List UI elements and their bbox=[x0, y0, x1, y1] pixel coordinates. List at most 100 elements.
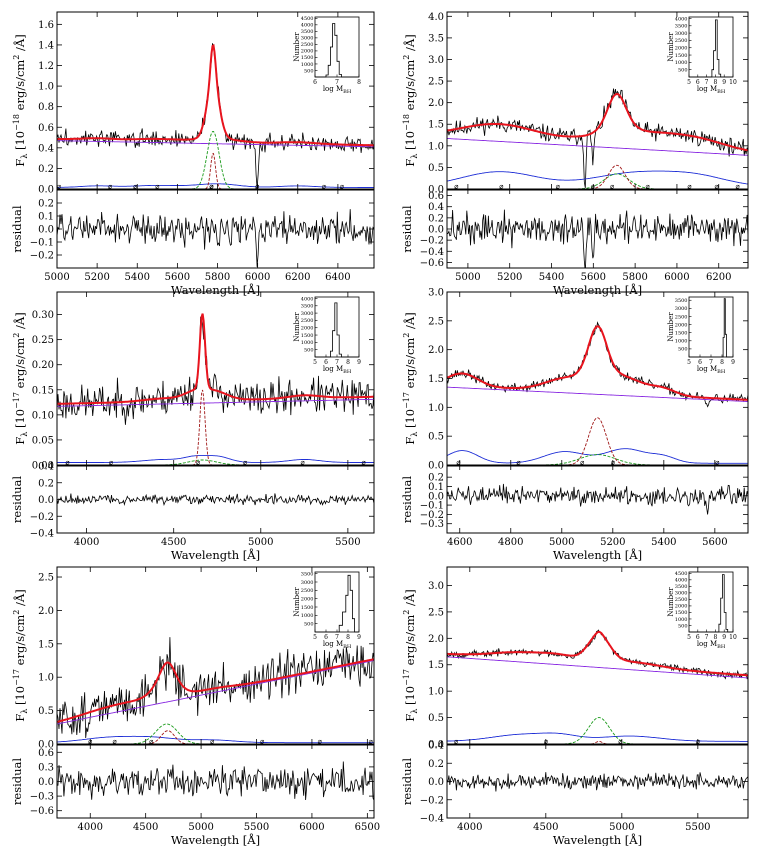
inset-x-label-main: log M bbox=[697, 365, 717, 373]
line-marker-4: ⌀ bbox=[260, 738, 264, 746]
inset-histogram-bars bbox=[315, 302, 359, 358]
line-marker-6: ⌀ bbox=[687, 183, 691, 191]
x-tick-label-2: 5400 bbox=[125, 272, 150, 283]
r-tick-label-0: −0.6 bbox=[30, 806, 54, 817]
inset-x-label-sub: BH bbox=[343, 644, 352, 650]
inset-y-label: Number bbox=[667, 312, 675, 342]
y-label-part-6: /Å] bbox=[403, 589, 417, 609]
inset-frame bbox=[688, 16, 734, 78]
y-tick-label-1: 0.5 bbox=[38, 706, 54, 717]
y-tick-label-4: 2.0 bbox=[428, 345, 444, 356]
line-marker-4: ⌀ bbox=[610, 183, 614, 191]
inset-x-tick-label-2: 7 bbox=[705, 634, 709, 641]
y-label-part-3: −17 bbox=[402, 669, 411, 686]
x-tick-label-0: 5000 bbox=[455, 272, 480, 283]
r-tick-label-2: −0.2 bbox=[420, 236, 444, 247]
x-tick-label-6: 6200 bbox=[285, 272, 310, 283]
y-label-part-4: erg/s/cm bbox=[403, 615, 417, 669]
y-label-part-1: λ bbox=[20, 709, 29, 714]
inset-y-tick-label-4: 2500 bbox=[301, 42, 314, 48]
x-tick-label-3: 5200 bbox=[600, 537, 625, 548]
inset-y-tick-label-4: 2500 bbox=[301, 318, 314, 324]
spectrum-panel-4: ⌀⌀⌀⌀⌀460048005000520054005600Wavelength … bbox=[400, 288, 749, 562]
y-label-part-1: λ bbox=[410, 432, 419, 437]
mbh-histogram-inset: 500 1000 1500 2000 2500 3000 3500 5 6 7 8 9 log MBH N… bbox=[667, 296, 735, 375]
inset-y-tick-label-2: 1500 bbox=[301, 605, 314, 611]
y-label-part-6: /Å] bbox=[403, 312, 417, 332]
x-tick-label-0: 4000 bbox=[78, 822, 103, 833]
x-tick-label-6: 6200 bbox=[706, 272, 731, 283]
y-tick-label-4: 0.8 bbox=[38, 102, 54, 113]
inset-histogram-bars bbox=[689, 574, 733, 633]
continuum-line bbox=[57, 140, 374, 148]
x-tick-label-5: 6000 bbox=[664, 272, 689, 283]
y-label-part-4: erg/s/cm bbox=[403, 338, 417, 392]
y-tick-label-5: 2.5 bbox=[428, 77, 444, 88]
inset-y-tick-label-2: 1500 bbox=[301, 55, 314, 61]
inset-y-tick-label-3: 2000 bbox=[301, 49, 314, 55]
y-label-part-2: [10 bbox=[403, 686, 417, 709]
x-tick-label-1: 4500 bbox=[161, 537, 186, 548]
y-tick-label-8: 4.0 bbox=[428, 12, 444, 23]
y-tick-label-5: 2.5 bbox=[428, 607, 444, 618]
model-fit-line bbox=[447, 92, 748, 152]
r-tick-label-4: 0.4 bbox=[428, 741, 444, 752]
inset-x-label: log MBH bbox=[323, 85, 352, 95]
inset-x-label-sub: BH bbox=[717, 644, 726, 650]
line-marker-3: ⌀ bbox=[591, 183, 595, 191]
x-tick-label-2: 5000 bbox=[188, 822, 213, 833]
residual-axis-label: residual bbox=[10, 205, 24, 253]
y-label-part-4: erg/s/cm bbox=[13, 615, 27, 669]
inset-y-tick-label-5: 3000 bbox=[675, 31, 688, 37]
narrow-component-line bbox=[447, 740, 748, 744]
y-tick-label-2: 0.4 bbox=[38, 143, 54, 154]
r-tick-label-1: −0.3 bbox=[30, 792, 54, 803]
x-tick-label-0: 4000 bbox=[457, 822, 482, 833]
broad-component-line bbox=[447, 173, 748, 189]
residual-line bbox=[57, 493, 374, 507]
line-marker-0: ⌀ bbox=[456, 459, 460, 467]
r-tick-label-3: 0.0 bbox=[428, 491, 444, 502]
inset-y-label: Number bbox=[293, 587, 301, 617]
line-marker-3: ⌀ bbox=[243, 459, 247, 467]
broad-component-line bbox=[57, 459, 374, 465]
inset-y-tick-label-1: 1000 bbox=[301, 613, 314, 619]
inset-x-tick-label-4: 9 bbox=[731, 359, 735, 366]
inset-x-tick-label-2: 8 bbox=[357, 79, 361, 86]
broad-component-line bbox=[57, 723, 374, 744]
inset-x-label-sub: BH bbox=[343, 369, 352, 375]
y-tick-label-5: 0.25 bbox=[32, 335, 54, 346]
r-tick-label-3: 0.2 bbox=[38, 478, 54, 489]
line-marker-7: ⌀ bbox=[715, 183, 719, 191]
y-label-part-3: −17 bbox=[12, 669, 21, 686]
y-label-part-0: F bbox=[13, 159, 27, 167]
x-tick-label-1: 4500 bbox=[533, 822, 558, 833]
inset-y-tick-label-1: 1000 bbox=[301, 340, 314, 346]
x-axis-label: Wavelength [Å] bbox=[171, 548, 260, 562]
narrow-component-line bbox=[57, 389, 374, 465]
line-marker-0: ⌀ bbox=[454, 738, 458, 746]
inset-x-label-main: log M bbox=[323, 365, 343, 373]
y-label-part-2: [10 bbox=[13, 131, 27, 154]
inset-y-tick-label-0: 500 bbox=[678, 67, 688, 73]
line-marker-0: ⌀ bbox=[65, 459, 69, 467]
inset-y-tick-label-6: 3500 bbox=[675, 24, 688, 30]
x-tick-label-0: 4600 bbox=[447, 537, 472, 548]
residual-plot-area bbox=[447, 483, 748, 515]
y-tick-label-3: 0.6 bbox=[38, 123, 54, 134]
main-plot-area: ⌀⌀⌀⌀⌀ bbox=[447, 321, 748, 467]
inset-y-tick-label-5: 3000 bbox=[675, 591, 688, 597]
continuum-line bbox=[447, 138, 748, 156]
line-marker-2: ⌀ bbox=[618, 738, 622, 746]
inset-x-label-main: log M bbox=[697, 640, 717, 648]
inset-y-tick-label-6: 3500 bbox=[675, 584, 688, 590]
r-tick-label-6: 0.6 bbox=[428, 191, 444, 202]
model-fit-line bbox=[57, 313, 374, 405]
inset-x-label: log MBH bbox=[697, 365, 726, 375]
r-tick-label-3: 0.1 bbox=[38, 212, 54, 223]
y-tick-label-3: 0.15 bbox=[32, 385, 54, 396]
line-marker-6: ⌀ bbox=[255, 183, 259, 191]
